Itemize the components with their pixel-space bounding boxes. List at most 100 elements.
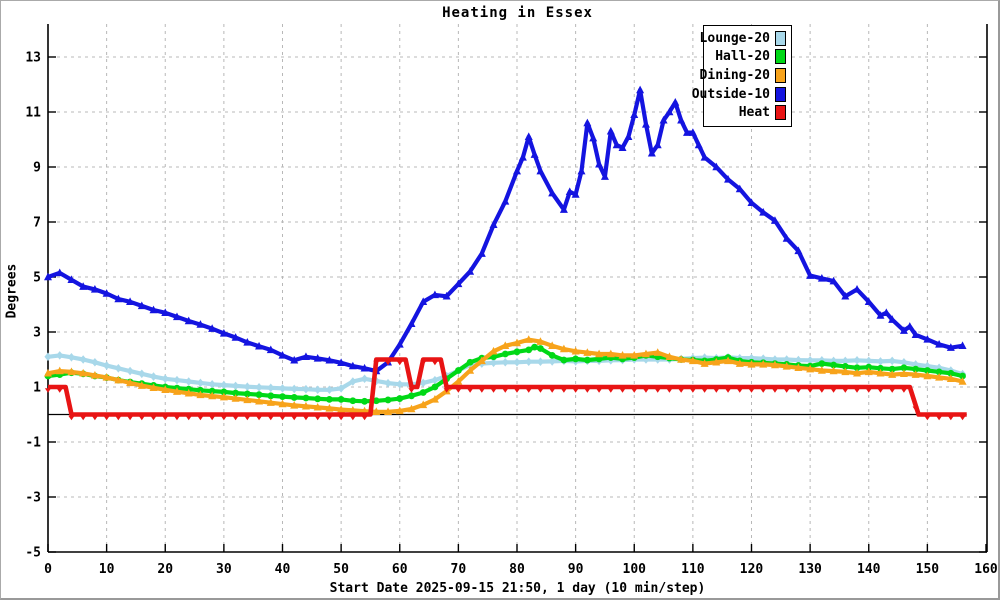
marker <box>196 378 205 388</box>
marker <box>220 388 228 396</box>
marker <box>865 356 873 366</box>
marker <box>513 348 521 356</box>
marker <box>396 395 404 402</box>
marker <box>314 385 322 395</box>
marker <box>513 338 521 347</box>
marker <box>513 166 521 175</box>
marker <box>618 143 627 151</box>
marker <box>654 388 661 393</box>
marker <box>595 349 604 358</box>
marker <box>44 272 52 281</box>
marker <box>853 364 861 372</box>
series-lines <box>44 85 967 421</box>
marker <box>549 388 556 393</box>
marker <box>688 356 697 365</box>
marker <box>624 132 633 140</box>
marker <box>267 383 275 393</box>
x-tick-label: 150 <box>916 562 940 577</box>
legend-item-label: Dining-20 <box>699 67 770 83</box>
x-tick-label: 130 <box>798 562 822 577</box>
marker <box>877 388 884 393</box>
marker <box>712 162 721 171</box>
marker <box>243 395 252 404</box>
marker <box>829 366 838 375</box>
marker <box>589 133 598 142</box>
marker <box>337 384 345 393</box>
marker <box>806 364 815 373</box>
marker <box>830 388 837 393</box>
marker <box>606 349 615 358</box>
marker <box>349 415 356 421</box>
marker <box>659 115 668 124</box>
marker <box>900 364 908 372</box>
marker <box>208 379 216 389</box>
legend-item-label: Lounge-20 <box>699 30 770 46</box>
marker <box>220 380 228 390</box>
marker <box>255 396 264 405</box>
marker <box>44 352 52 362</box>
marker <box>91 357 99 367</box>
chart-title: Heating in Essex <box>442 5 593 21</box>
marker <box>641 349 650 358</box>
marker <box>442 291 451 300</box>
marker <box>408 388 415 393</box>
marker <box>559 205 568 213</box>
marker <box>782 361 791 370</box>
marker <box>548 341 557 349</box>
marker <box>912 406 919 412</box>
marker <box>102 372 111 381</box>
marker <box>677 355 686 363</box>
marker <box>946 343 955 351</box>
marker <box>536 337 545 345</box>
marker <box>584 388 591 393</box>
marker <box>408 392 415 400</box>
marker <box>267 415 274 421</box>
marker <box>653 348 662 356</box>
marker <box>67 275 76 283</box>
tick-labels: 13 11 9 7 5 3 1 -1 -3 -50 10 20 30 40 50 60 70 80 90 100 110… <box>25 51 998 578</box>
marker <box>185 415 192 421</box>
marker <box>724 388 732 393</box>
marker <box>348 361 357 370</box>
marker <box>577 166 586 175</box>
y-tick-label: -5 <box>25 546 41 561</box>
marker <box>278 350 287 359</box>
marker <box>641 119 650 128</box>
marker <box>666 388 673 393</box>
marker <box>301 352 310 360</box>
series-outside-10 <box>44 85 967 375</box>
marker <box>44 368 52 377</box>
series-hall-20 <box>44 343 966 405</box>
marker <box>889 388 896 393</box>
marker <box>67 367 76 376</box>
marker <box>689 388 696 393</box>
marker <box>771 388 779 393</box>
marker <box>314 395 322 403</box>
marker <box>770 360 779 369</box>
marker <box>724 356 733 365</box>
marker <box>489 220 498 228</box>
marker <box>876 357 885 366</box>
marker <box>647 148 656 157</box>
marker <box>947 415 954 421</box>
marker <box>232 389 240 397</box>
marker <box>795 388 802 393</box>
marker <box>161 385 170 393</box>
marker <box>760 388 767 393</box>
marker <box>80 415 87 421</box>
marker <box>126 366 134 376</box>
marker <box>583 118 592 127</box>
marker <box>501 196 510 205</box>
marker <box>612 140 621 149</box>
marker <box>936 415 943 421</box>
marker <box>490 388 497 393</box>
marker <box>759 354 767 363</box>
marker <box>126 378 135 387</box>
marker <box>326 415 333 421</box>
marker <box>888 356 896 366</box>
marker <box>361 415 368 421</box>
marker <box>338 415 345 421</box>
marker <box>911 330 920 338</box>
marker <box>219 392 228 401</box>
marker <box>232 415 239 421</box>
